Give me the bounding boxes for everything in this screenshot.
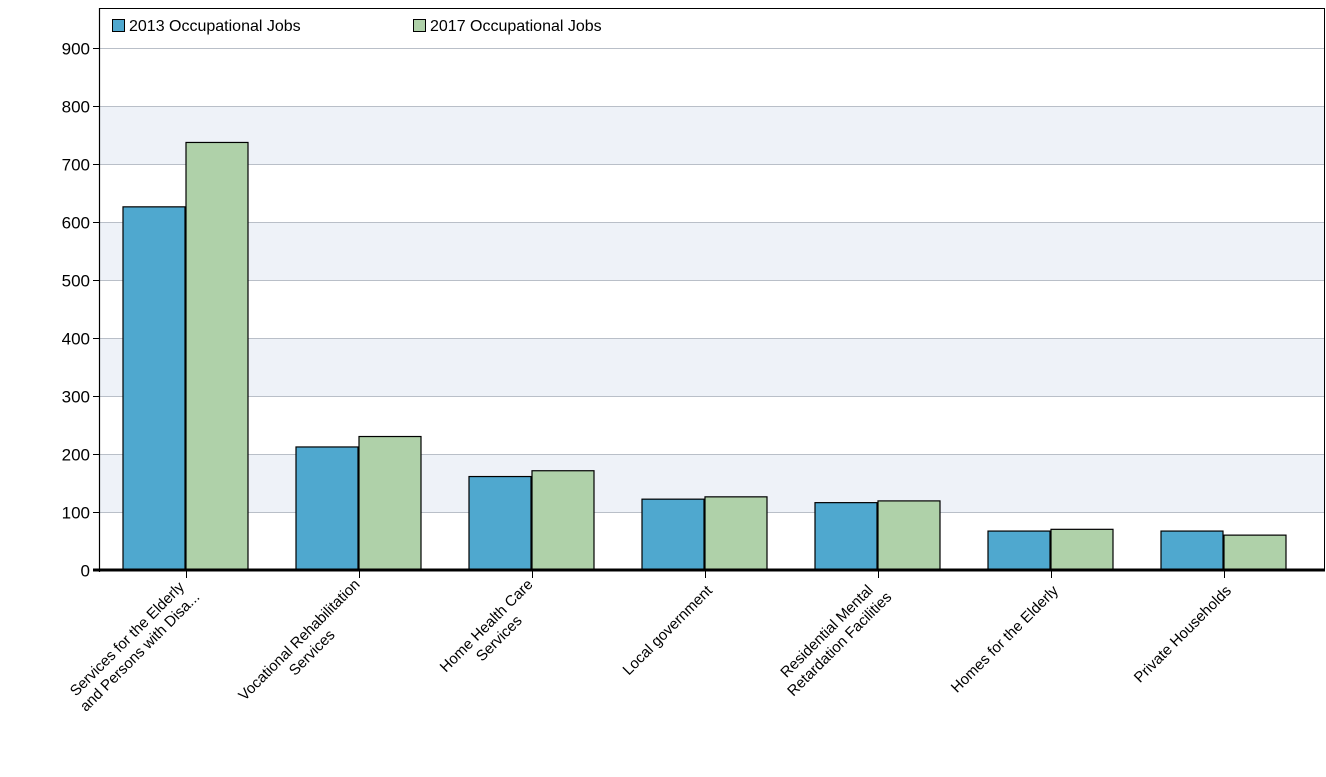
legend-swatch xyxy=(413,19,426,32)
plot-band xyxy=(100,106,1324,164)
plot-band xyxy=(100,164,1324,222)
bar-2013 xyxy=(814,502,878,571)
bar-2017 xyxy=(1223,534,1287,571)
plot-band xyxy=(100,396,1324,454)
legend-swatch xyxy=(112,19,125,32)
legend: 2013 Occupational Jobs 2017 Occupational … xyxy=(112,18,602,35)
plot-band xyxy=(100,338,1324,396)
y-tick-label: 300 xyxy=(62,388,90,407)
y-tick-label: 800 xyxy=(62,98,90,117)
y-tick-label: 600 xyxy=(62,214,90,233)
y-tick-labels: 0 100 200 300 400 500 600 700 800 900 xyxy=(62,40,90,581)
plot-bands xyxy=(100,48,1324,570)
legend-label: 2013 Occupational Jobs xyxy=(129,18,301,35)
y-tick-label: 100 xyxy=(62,504,90,523)
x-tick-labels: Services for the Elderlyand Persons with… xyxy=(64,576,1235,717)
x-tick-label: Homes for the Elderly xyxy=(948,582,1062,696)
x-tick-label: Vocational RehabilitationServices xyxy=(235,576,376,717)
x-tick-label-line: Retardation Facilities xyxy=(784,589,895,700)
bar-2013 xyxy=(295,446,359,571)
x-tick-label: Services for the Elderlyand Persons with… xyxy=(64,576,203,715)
x-tick-label-line: Vocational Rehabilitation xyxy=(235,576,363,704)
bar-2013 xyxy=(122,206,186,571)
bar-2017 xyxy=(1050,528,1114,571)
bar-2017 xyxy=(704,496,768,571)
x-tick-label: Residential MentalRetardation Facilities xyxy=(771,576,895,700)
x-tick-label-line: and Persons with Disa... xyxy=(77,589,203,715)
y-tick-label: 700 xyxy=(62,156,90,175)
bar-2017 xyxy=(358,435,422,571)
y-tick-label: 0 xyxy=(81,562,90,581)
y-tick-label: 200 xyxy=(62,446,90,465)
bars xyxy=(122,141,1287,571)
plot-band xyxy=(100,280,1324,338)
x-tick-label-line: Homes for the Elderly xyxy=(948,582,1062,696)
bar-2017 xyxy=(877,500,941,571)
bar-2017 xyxy=(185,141,249,571)
grid-lines xyxy=(99,48,1324,513)
bar-2013 xyxy=(1160,530,1224,571)
chart-frame xyxy=(99,8,1325,571)
plot-band xyxy=(100,222,1324,280)
y-tick-label: 400 xyxy=(62,330,90,349)
y-tick-label: 900 xyxy=(62,40,90,59)
x-tick-label: Local government xyxy=(620,582,717,679)
bar-2017 xyxy=(531,470,595,571)
x-tick-label: Private Households xyxy=(1131,582,1235,686)
bar-2013 xyxy=(987,530,1051,571)
bar-2013 xyxy=(641,498,705,571)
x-tick-label-line: Services for the Elderly xyxy=(67,578,188,699)
x-tick-label: Home Health CareServices xyxy=(437,576,550,689)
x-tick-label-line: Local government xyxy=(620,582,717,679)
y-tick-label: 500 xyxy=(62,272,90,291)
bar-2013 xyxy=(468,475,532,571)
plot-band xyxy=(100,48,1324,106)
x-tick-label-line: Private Households xyxy=(1131,582,1235,686)
legend-label: 2017 Occupational Jobs xyxy=(430,18,602,35)
